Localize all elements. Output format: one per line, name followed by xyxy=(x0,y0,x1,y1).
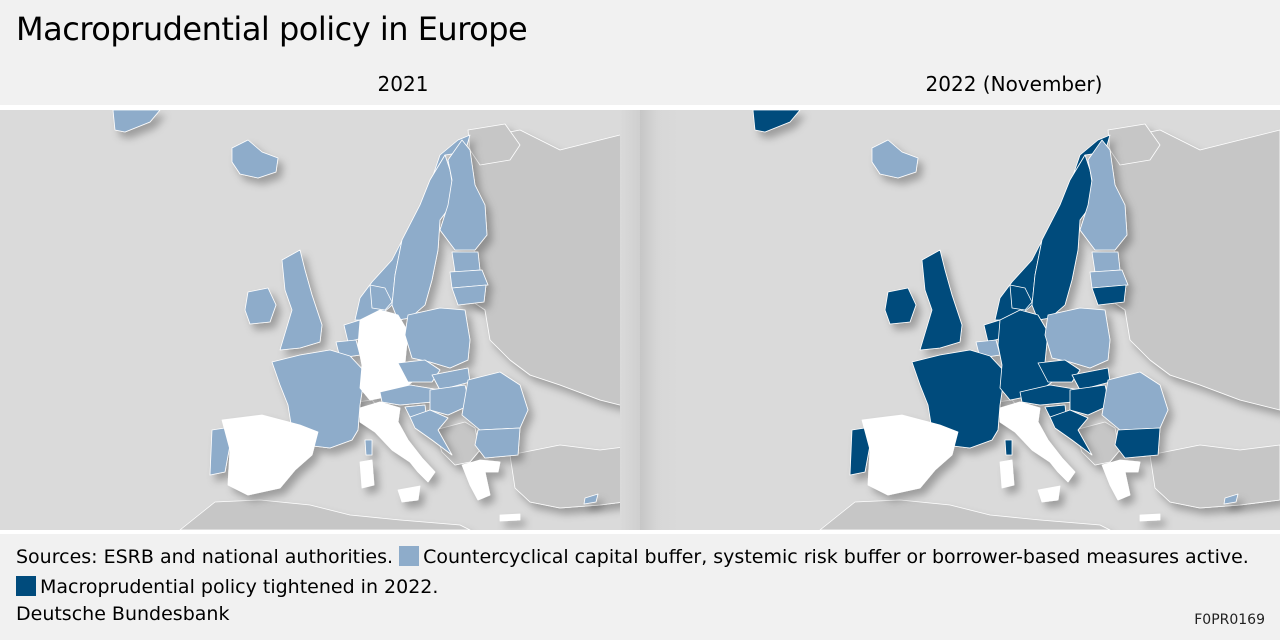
header-divider xyxy=(0,105,1280,110)
region-united-kingdom xyxy=(919,249,963,351)
region-latvia xyxy=(449,269,489,289)
region-russia xyxy=(459,129,640,411)
region-greece xyxy=(1101,459,1141,501)
region-iceland xyxy=(231,139,279,179)
region-iceland xyxy=(871,139,919,179)
region-estonia xyxy=(451,251,481,273)
region-ireland xyxy=(884,287,917,325)
region-finland xyxy=(439,139,488,251)
region-greenland xyxy=(112,110,161,133)
region-lithuania xyxy=(451,284,487,306)
europe-map-svg xyxy=(752,110,1280,530)
region-sicily xyxy=(397,485,421,503)
region-corsica xyxy=(364,439,373,456)
region-cyprus xyxy=(583,493,599,505)
region-italy xyxy=(1037,485,1061,503)
region-denmark xyxy=(1009,284,1033,311)
chart-title: Macroprudential policy in Europe xyxy=(16,10,528,48)
region-n-africa xyxy=(819,499,1111,530)
region-crete xyxy=(499,513,521,522)
region-croatia xyxy=(409,409,453,456)
region-italy xyxy=(359,401,436,483)
region-hungary xyxy=(429,384,471,416)
region-italy xyxy=(999,459,1015,489)
region-ireland xyxy=(244,287,277,325)
legend-notes: Sources: ESRB and national authorities. … xyxy=(16,542,1266,602)
region-portugal xyxy=(849,427,871,476)
region-poland xyxy=(1044,307,1111,369)
map-2021 xyxy=(0,110,640,530)
sources-text: Sources: ESRB and national authorities. xyxy=(16,546,394,568)
region-hungary xyxy=(1069,384,1111,416)
region-balkans xyxy=(1074,421,1121,466)
region-north-africa xyxy=(179,499,471,530)
panel-title-2022: 2022 (November) xyxy=(925,72,1103,96)
region-cyprus xyxy=(1223,493,1239,505)
region-turkey xyxy=(1149,444,1280,509)
region-portugal xyxy=(209,427,231,476)
region-poland xyxy=(404,307,471,369)
region-united-kingdom xyxy=(279,249,323,351)
region-spain xyxy=(221,414,319,496)
map-divider-shade xyxy=(620,110,640,530)
legend-swatch-dark xyxy=(16,576,36,596)
region-western-balkans xyxy=(434,421,481,466)
region-croatia xyxy=(1049,409,1093,456)
region-spain xyxy=(861,414,959,496)
region-sardinia xyxy=(359,459,375,489)
legend-light-label: Countercyclical capital buffer, systemic… xyxy=(423,546,1249,568)
chart-code: F0PR0169 xyxy=(1194,612,1265,628)
europe-map-svg xyxy=(112,110,640,530)
region-greece xyxy=(1139,513,1161,522)
panel-title-2021: 2021 xyxy=(377,72,429,96)
maps-area xyxy=(0,110,1280,530)
region-bulgaria xyxy=(1114,427,1161,459)
region-finland xyxy=(1079,139,1128,251)
region-denmark xyxy=(369,284,393,311)
map-2022 xyxy=(640,110,1280,530)
region-bulgaria xyxy=(474,427,521,459)
region-latvia xyxy=(1089,269,1129,289)
region-estonia xyxy=(1091,251,1121,273)
region-greece xyxy=(461,459,501,501)
region-russia xyxy=(1099,129,1280,411)
legend-dark-label: Macroprudential policy tightened in 2022… xyxy=(40,576,439,598)
region-romania xyxy=(461,371,529,431)
region-greenland xyxy=(752,110,801,133)
footer-divider xyxy=(0,530,1280,534)
region-italy xyxy=(999,401,1076,483)
source-organization: Deutsche Bundesbank xyxy=(16,603,230,625)
region-romania xyxy=(1101,371,1169,431)
region-lithuania xyxy=(1091,284,1127,306)
legend-swatch-light xyxy=(399,546,420,566)
region-corsica xyxy=(1004,439,1013,456)
